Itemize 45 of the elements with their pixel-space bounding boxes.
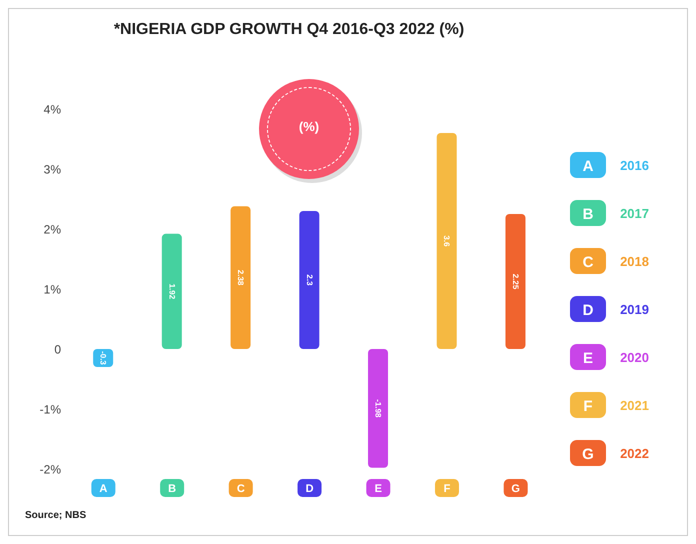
category-label: D — [582, 302, 594, 319]
x-tick-label: C — [236, 483, 245, 495]
letter-badge: C — [228, 479, 253, 497]
y-tick-label: 3% — [44, 162, 62, 176]
chart-title: *NIGERIA GDP GROWTH Q4 2016-Q3 2022 (%) — [112, 21, 466, 39]
y-tick-label: 0 — [54, 342, 62, 356]
x-tick-label: A — [99, 483, 108, 495]
category-label: A — [582, 158, 594, 175]
data-label: -0.3 — [98, 351, 108, 366]
x-tick-label: B — [168, 483, 176, 495]
data-label: 1.92 — [167, 284, 176, 300]
x-tick-label: G — [511, 483, 520, 495]
x-tick-label: D — [306, 483, 314, 495]
letter-badge: D — [298, 479, 322, 497]
category-label: E — [583, 350, 594, 367]
category-label: C — [582, 254, 594, 271]
legend-label: 2016 — [620, 158, 649, 172]
y-tick-label: 1% — [44, 282, 62, 296]
y-tick-label: 4% — [44, 102, 62, 116]
legend-label: 2019 — [620, 302, 649, 316]
category-label: G — [582, 446, 594, 463]
data-label: 2.25 — [510, 274, 520, 290]
legend-label: 2020 — [620, 350, 649, 364]
letter-badge: F — [435, 479, 459, 497]
legend-label: 2017 — [620, 206, 649, 220]
legend-label: 2021 — [620, 398, 649, 412]
y-tick-label: -1% — [40, 402, 62, 416]
x-tick-label: F — [444, 483, 451, 495]
category-label: B — [582, 206, 594, 223]
data-label: 2.38 — [236, 270, 246, 286]
letter-badge: E — [366, 479, 390, 497]
legend-label: 2018 — [620, 254, 649, 268]
data-label: -1.98 — [374, 399, 383, 418]
y-tick-label: 2% — [44, 222, 62, 236]
category-label: F — [583, 398, 593, 415]
x-tick-label: E — [374, 483, 382, 495]
letter-badge: G — [504, 479, 528, 497]
data-label: 2.3 — [304, 274, 314, 286]
annotation: (%) — [298, 119, 320, 134]
source-note: Source; NBS — [25, 510, 86, 521]
data-label: 3.6 — [442, 235, 452, 248]
legend-label: 2022 — [620, 446, 649, 460]
y-tick-label: -2% — [40, 462, 62, 476]
letter-badge: B — [160, 479, 184, 497]
letter-badge: A — [91, 479, 116, 497]
